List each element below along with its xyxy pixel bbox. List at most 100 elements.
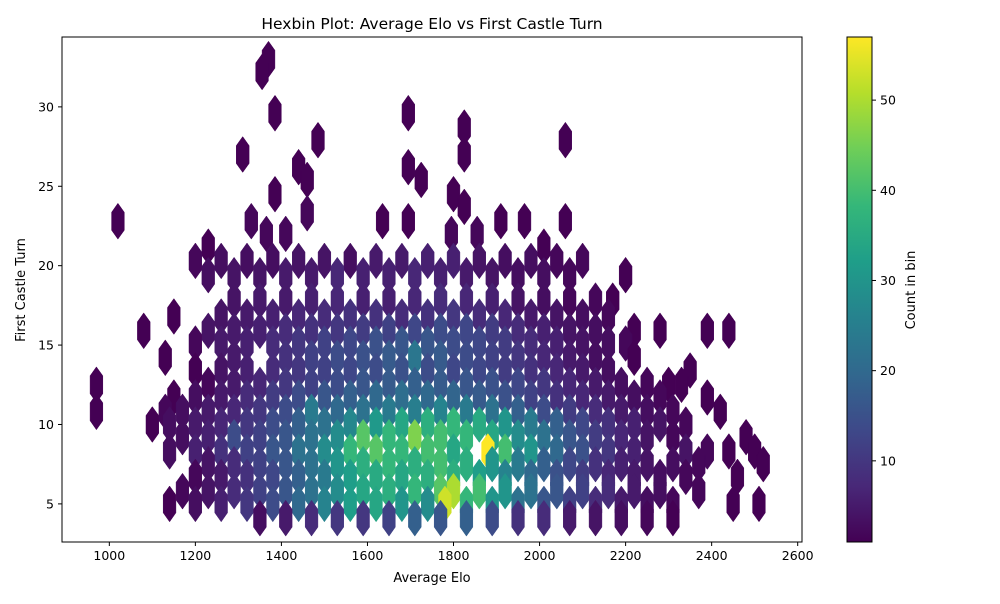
hex-bin — [279, 499, 293, 537]
hex-bin — [369, 242, 383, 280]
hex-bin — [158, 339, 172, 377]
x-tick-label: 2600 — [782, 548, 814, 563]
hex-bin — [700, 379, 714, 416]
hex-bin — [214, 485, 228, 523]
hex-bin — [550, 242, 564, 280]
hex-bin — [304, 499, 319, 537]
hex-bin — [524, 472, 538, 510]
x-tick-label: 1800 — [438, 548, 470, 563]
colorbar-tick-label: 50 — [880, 93, 896, 108]
hex-bin — [433, 499, 448, 537]
hex-bin — [511, 445, 525, 483]
hex-bin — [292, 242, 306, 280]
hex-bin — [472, 242, 486, 280]
hex-bin — [459, 499, 474, 537]
hex-bin — [89, 393, 104, 431]
hex-bin — [558, 121, 572, 159]
hex-bin — [375, 202, 390, 240]
hex-bin — [311, 121, 325, 159]
hex-bin — [343, 485, 357, 523]
x-tick-label: 1400 — [266, 548, 298, 563]
hex-bin — [279, 215, 293, 253]
hex-bin — [472, 406, 486, 443]
hex-bin — [236, 136, 250, 173]
hex-bin — [343, 242, 357, 280]
colorbar — [846, 36, 873, 543]
hex-bin — [640, 445, 654, 483]
hex-bin — [408, 499, 422, 537]
hex-bin — [317, 485, 332, 523]
plot-frame — [61, 36, 803, 543]
hex-bin — [575, 242, 590, 280]
hex-bin — [457, 136, 471, 173]
hex-bin — [666, 445, 680, 483]
hex-bin — [618, 256, 633, 294]
y-tick-label: 10 — [38, 417, 54, 432]
hex-bin — [395, 485, 409, 523]
hex-bin — [240, 485, 254, 523]
hex-bin — [253, 312, 267, 350]
y-axis-ticks: 5 10 15 20 25 30 — [38, 99, 62, 511]
colorbar-tick-label: 20 — [880, 363, 896, 378]
hex-bin — [292, 485, 306, 523]
hex-bin — [201, 472, 215, 510]
hex-bin — [214, 242, 228, 280]
hex-bin — [201, 312, 215, 350]
hex-bin — [227, 472, 241, 510]
hex-bin — [268, 94, 282, 132]
colorbar-tick-label: 30 — [880, 273, 896, 288]
hex-bin — [653, 312, 667, 350]
hex-bin — [563, 445, 577, 483]
colorbar-tick-label: 10 — [880, 453, 896, 468]
hex-bin — [614, 445, 628, 483]
hex-bin — [137, 312, 151, 350]
hex-bin — [627, 472, 641, 510]
colorbar-ticks: 10 20 30 40 50 — [872, 93, 896, 468]
hex-bin — [498, 472, 512, 510]
x-axis-label: Average Elo — [393, 571, 470, 586]
x-tick-label: 1200 — [179, 548, 211, 563]
hex-bin — [679, 458, 693, 496]
chart-title: Hexbin Plot: Average Elo vs First Castle… — [261, 15, 602, 33]
hex-bin — [575, 472, 590, 510]
y-tick-label: 20 — [38, 258, 54, 273]
hex-bin — [175, 418, 190, 456]
hex-bin — [752, 485, 766, 523]
hex-bin — [713, 393, 727, 431]
hexbin-cells — [89, 40, 770, 537]
hex-bin — [244, 202, 258, 240]
x-tick-label: 2000 — [524, 548, 556, 563]
x-tick-label: 1000 — [93, 548, 125, 563]
hex-bin — [421, 242, 435, 280]
hex-bin — [666, 499, 680, 537]
hex-bin — [446, 175, 461, 213]
x-tick-label: 2400 — [696, 548, 728, 563]
hex-bin — [401, 148, 415, 186]
hex-bin — [317, 242, 332, 280]
hex-bin — [640, 499, 654, 537]
x-axis-ticks: 1000 1200 1400 1600 1800 2000 2200 2400 2600 — [93, 542, 814, 563]
y-tick-label: 25 — [38, 179, 54, 194]
hex-bin — [240, 242, 254, 280]
hex-bin — [421, 485, 435, 523]
hex-bin — [401, 202, 415, 240]
hex-bin — [255, 53, 269, 91]
hex-bin — [145, 406, 159, 443]
hex-bin — [459, 445, 474, 483]
x-tick-label: 2200 — [610, 548, 642, 563]
hex-bin — [722, 312, 736, 350]
y-tick-label: 15 — [38, 338, 54, 353]
hex-bin — [300, 194, 314, 232]
hex-bin — [330, 499, 344, 537]
hex-bin — [472, 472, 486, 510]
hex-bin — [395, 242, 409, 280]
hex-bin — [446, 242, 461, 280]
hex-bin — [722, 433, 736, 470]
x-tick-label: 1600 — [352, 548, 384, 563]
hex-bin — [537, 499, 551, 537]
hex-bin — [756, 445, 770, 483]
hex-bin — [524, 242, 538, 280]
hex-bin — [498, 242, 512, 280]
hex-bin — [382, 499, 396, 537]
